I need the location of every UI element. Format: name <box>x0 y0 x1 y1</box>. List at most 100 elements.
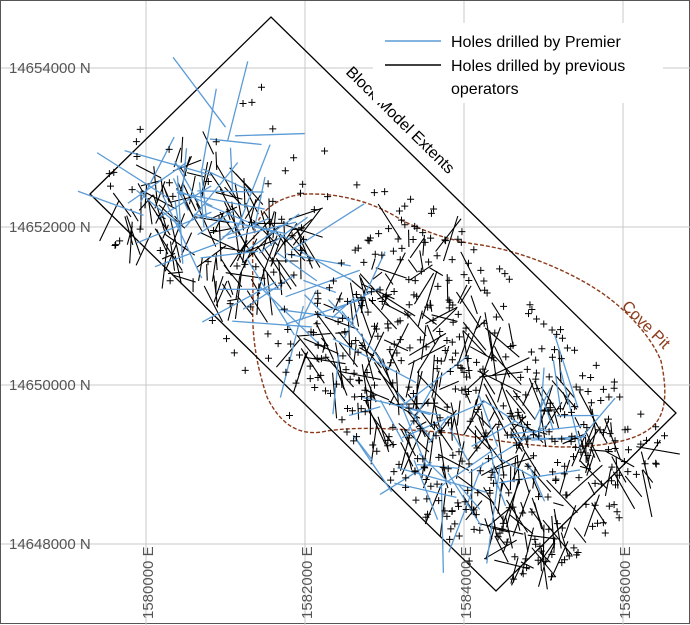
drillhole-trace <box>371 423 377 464</box>
collar-marker <box>386 433 393 440</box>
collar-marker <box>661 432 668 439</box>
legend: Holes drilled by Premier Holes drilled b… <box>373 23 663 103</box>
collar-marker <box>549 354 556 361</box>
drillhole-trace <box>456 292 480 327</box>
northing-label: 14654000 N <box>9 60 91 77</box>
drillhole-trace <box>492 303 503 321</box>
collar-marker <box>385 225 392 232</box>
drillhole-trace <box>642 470 652 517</box>
collar-marker <box>351 393 358 400</box>
collar-marker <box>407 196 414 203</box>
drillhole-trace <box>422 325 426 359</box>
collar-marker <box>451 520 458 527</box>
collar-marker <box>343 429 350 436</box>
collar-marker <box>341 328 348 335</box>
legend-premier-label: Holes drilled by Premier <box>451 34 622 51</box>
collar-marker <box>566 552 573 559</box>
legend-previous-label: Holes drilled by previous <box>451 58 625 75</box>
drillhole-trace <box>478 394 497 447</box>
drillhole-trace <box>588 482 595 495</box>
collar-marker <box>358 393 365 400</box>
collar-marker <box>598 480 605 487</box>
collar-marker <box>459 365 466 372</box>
drillhole-trace <box>216 152 217 170</box>
collar-marker <box>112 242 119 249</box>
collar-marker <box>406 301 413 308</box>
collar-marker <box>166 179 173 186</box>
collar-marker <box>234 262 241 269</box>
collar-marker <box>456 333 463 340</box>
collar-marker <box>500 520 507 527</box>
collar-marker <box>430 317 437 324</box>
drillhole-trace <box>499 470 580 483</box>
collar-marker <box>454 499 461 506</box>
drillhole-trace <box>409 333 446 355</box>
collar-marker <box>477 267 484 274</box>
collar-marker <box>524 366 531 373</box>
collar-marker <box>347 376 354 383</box>
collar-marker <box>585 388 592 395</box>
drillhole-trace <box>410 238 424 258</box>
collar-marker <box>434 283 441 290</box>
drillhole-trace <box>422 431 429 478</box>
drillhole-trace <box>463 322 486 350</box>
collar-marker <box>455 503 462 510</box>
collar-marker <box>443 337 450 344</box>
collar-marker <box>564 345 571 352</box>
collar-marker <box>436 328 443 335</box>
drillhole-trace <box>298 334 330 336</box>
collar-marker <box>390 468 397 475</box>
collar-marker <box>461 271 468 278</box>
collar-marker <box>579 372 586 379</box>
drillhole-trace <box>228 281 233 295</box>
drillhole-trace <box>200 233 235 249</box>
collar-marker <box>583 501 590 508</box>
collar-marker <box>554 520 561 527</box>
drillhole-trace <box>174 148 181 167</box>
drillhole-trace <box>376 353 398 395</box>
drillhole-trace <box>136 165 161 178</box>
collar-marker <box>559 335 566 342</box>
collar-marker <box>449 339 456 346</box>
collar-marker <box>607 430 614 437</box>
collar-marker <box>335 318 342 325</box>
collar-marker <box>385 324 392 331</box>
collar-marker <box>116 237 123 244</box>
collar-marker <box>286 412 293 419</box>
collar-marker <box>129 186 136 193</box>
collar-marker <box>410 236 417 243</box>
collar-marker <box>480 277 487 284</box>
collar-marker <box>435 454 442 461</box>
drillhole-trace <box>636 447 679 454</box>
collar-marker <box>570 544 577 551</box>
collar-marker <box>583 424 590 431</box>
collar-marker <box>557 405 564 412</box>
collar-marker <box>371 382 378 389</box>
collar-marker <box>501 270 508 277</box>
collar-marker <box>559 524 566 531</box>
collar-marker <box>608 464 615 471</box>
collar-marker <box>434 365 441 372</box>
drillhole-trace <box>216 281 227 306</box>
collar-marker <box>375 230 382 237</box>
collar-marker <box>356 377 363 384</box>
collar-marker <box>353 181 360 188</box>
collar-marker <box>398 357 405 364</box>
collar-marker <box>465 277 472 284</box>
collar-marker <box>448 508 455 515</box>
collar-marker <box>653 461 660 468</box>
collar-marker <box>169 193 176 200</box>
collar-marker <box>502 353 509 360</box>
collar-marker <box>592 480 599 487</box>
collar-marker <box>538 345 545 352</box>
collar-marker <box>517 374 524 381</box>
drillhole-trace <box>127 216 141 255</box>
drillhole-trace <box>471 296 477 314</box>
collar-marker <box>339 352 346 359</box>
drillhole-trace <box>613 472 634 509</box>
collar-marker <box>205 258 212 265</box>
collar-marker <box>470 246 477 253</box>
collar-marker <box>600 386 607 393</box>
collar-marker <box>275 340 282 347</box>
